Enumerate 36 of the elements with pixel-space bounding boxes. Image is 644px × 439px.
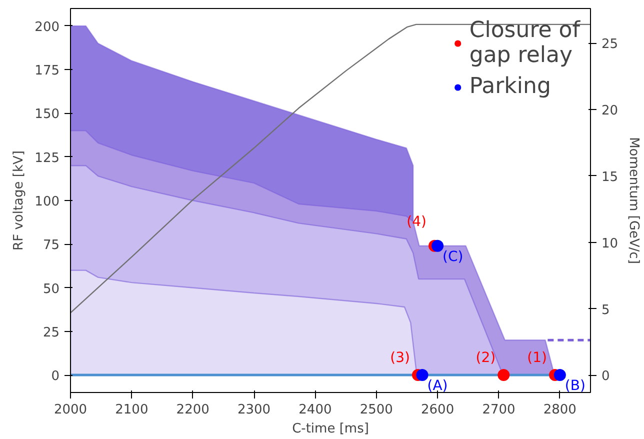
y-tick-label: 0: [51, 369, 60, 384]
y2-tick-label: 25: [602, 37, 618, 52]
y-tick-label: 75: [42, 238, 60, 254]
x-tick-label: 2600: [421, 402, 454, 418]
x-tick-label: 2400: [298, 402, 332, 418]
y-tick-label: 125: [34, 150, 60, 166]
y2-axis-title: Momentum [GeV/c]: [626, 137, 642, 264]
x-tick-label: 2200: [176, 402, 210, 418]
y2-tick-label: 0: [602, 369, 610, 384]
y-tick-label: 175: [34, 64, 60, 79]
y2-tick-label: 20: [602, 103, 618, 118]
annotation: (3): [390, 350, 410, 366]
annotation: (4): [406, 214, 427, 230]
annotation: (C): [442, 248, 464, 265]
legend-label: Closure of gap relay: [469, 18, 580, 68]
y2-tick-label: 10: [602, 236, 618, 252]
y-tick-label: 100: [34, 194, 60, 210]
annotation: (2): [476, 350, 496, 366]
x-tick-label: 2500: [360, 402, 393, 418]
y-tick-label: 200: [34, 20, 60, 35]
x-tick-label: 2100: [115, 402, 148, 418]
x-tick-label: 2800: [543, 402, 576, 418]
annotation: (B): [564, 378, 586, 394]
x-tick-label: 2700: [482, 402, 516, 418]
legend-label: Parking: [469, 74, 551, 99]
x-tick-label: 2300: [237, 402, 271, 418]
y2-tick-label: 15: [602, 170, 618, 185]
x-axis-title: C-time [ms]: [292, 422, 369, 436]
y2-tick-label: 5: [602, 302, 610, 318]
y-tick-label: 25: [42, 325, 60, 340]
annotation: (A): [427, 378, 448, 394]
y-axis-title: RF voltage [kV]: [12, 150, 27, 250]
annotation: (1): [527, 350, 548, 366]
y-tick-label: 50: [42, 282, 60, 297]
x-tick-label: 2000: [54, 402, 88, 418]
y-tick-label: 150: [34, 107, 60, 122]
